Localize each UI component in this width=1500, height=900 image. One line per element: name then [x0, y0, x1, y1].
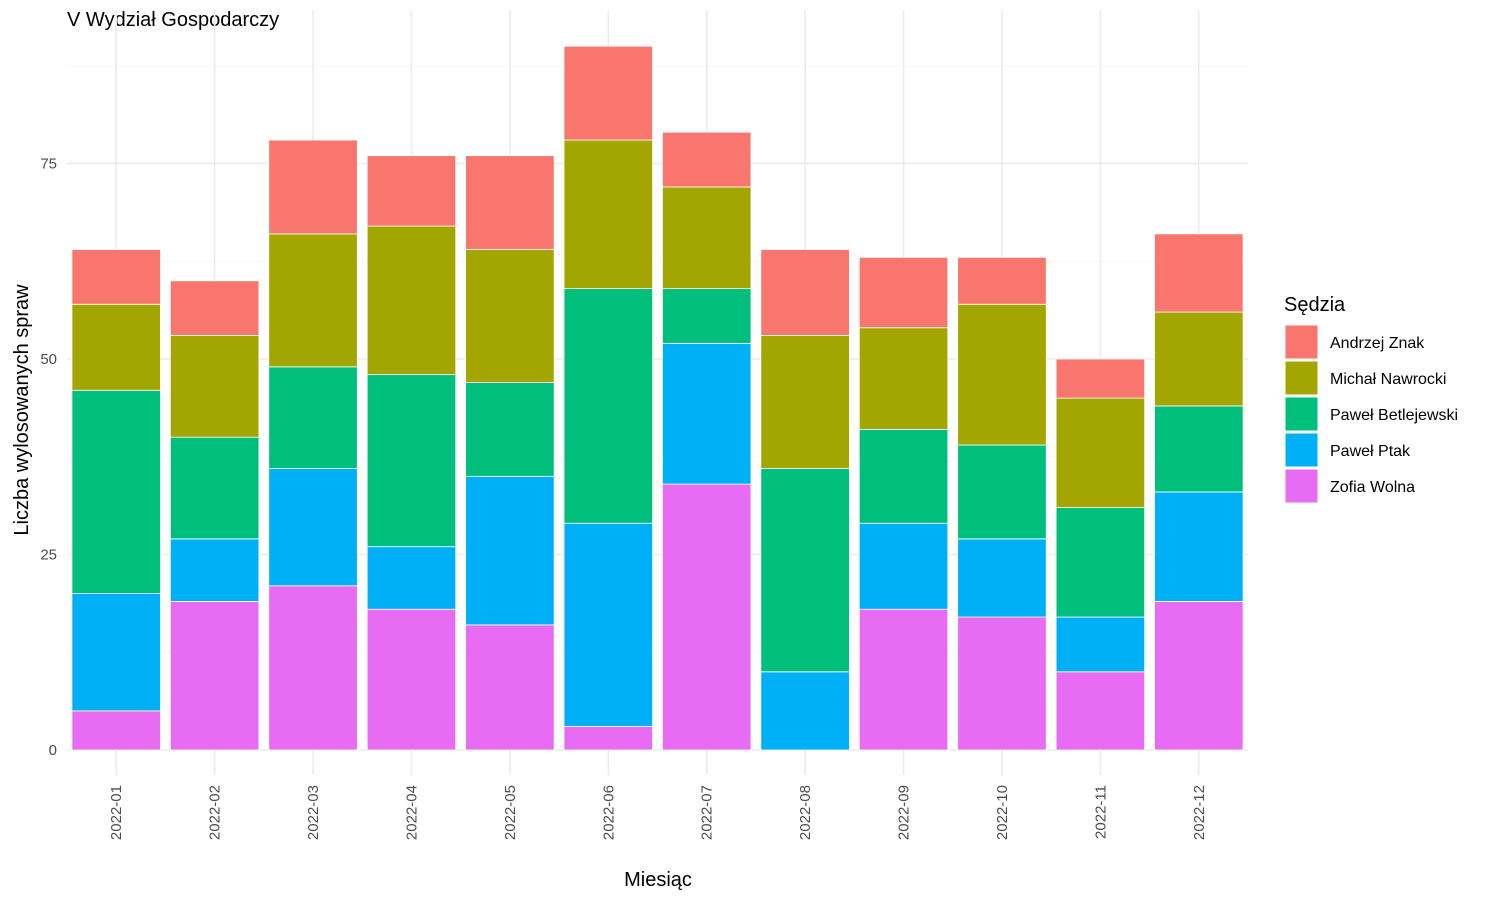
- bar-2022-10-zofia-wolna: [957, 616, 1047, 751]
- x-tick-label-2022-11: 2022-11: [1092, 785, 1109, 839]
- legend-key-paweł-betlejewski: [1284, 396, 1319, 432]
- legend-key-paweł-ptak: [1284, 432, 1319, 468]
- bar-2022-06-paweł-ptak: [563, 522, 653, 727]
- x-tick-label-2022-09: 2022-09: [896, 785, 913, 840]
- bar-2022-09-michał-nawrocki: [858, 327, 949, 430]
- x-tick-label-2022-07: 2022-07: [699, 785, 716, 840]
- bar-2022-04-andrzej-znak: [366, 155, 457, 227]
- bar-2022-09-andrzej-znak: [858, 256, 949, 329]
- chart-title: V Wydział Gospodarczy: [67, 9, 279, 31]
- bar-2022-06-paweł-betlejewski: [563, 288, 653, 524]
- bar-2022-02-andrzej-znak: [169, 280, 260, 336]
- y-tick-label-25: 25: [40, 547, 57, 564]
- bar-2022-07-andrzej-znak: [662, 131, 752, 188]
- bar-2022-04-zofia-wolna: [366, 608, 457, 751]
- bar-2022-02-michał-nawrocki: [169, 335, 260, 438]
- bar-2022-05-zofia-wolna: [465, 624, 555, 751]
- bar-2022-05-andrzej-znak: [465, 155, 555, 250]
- legend-label-paweł-ptak: Paweł Ptak: [1330, 443, 1411, 460]
- bar-2022-11-andrzej-znak: [1055, 358, 1146, 399]
- bar-2022-05-paweł-betlejewski: [465, 382, 555, 477]
- y-axis-ticks: 0 25 50 75: [40, 156, 57, 760]
- bar-2022-06-zofia-wolna: [563, 726, 653, 751]
- bar-2022-06-andrzej-znak: [563, 45, 653, 141]
- bar-2022-05-paweł-ptak: [465, 475, 555, 626]
- bar-2022-12-michał-nawrocki: [1154, 311, 1244, 407]
- y-axis-title: Liczba wylosowanych spraw: [11, 284, 33, 536]
- x-tick-label-2022-02: 2022-02: [207, 785, 224, 840]
- bar-2022-04-paweł-ptak: [366, 546, 457, 610]
- bar-2022-09-zofia-wolna: [858, 608, 949, 751]
- y-tick-label-50: 50: [40, 351, 57, 368]
- legend-label-andrzej-znak: Andrzej Znak: [1330, 335, 1425, 352]
- bar-2022-01-michał-nawrocki: [71, 303, 161, 391]
- x-tick-label-2022-06: 2022-06: [600, 785, 617, 840]
- bar-2022-12-zofia-wolna: [1154, 601, 1244, 751]
- y-tick-label-75: 75: [40, 156, 57, 173]
- bar-2022-08-andrzej-znak: [760, 249, 850, 336]
- bar-2022-02-paweł-ptak: [169, 538, 260, 602]
- legend-label-michał-nawrocki: Michał Nawrocki: [1330, 371, 1446, 388]
- x-tick-label-2022-12: 2022-12: [1191, 785, 1208, 840]
- bar-2022-07-zofia-wolna: [662, 483, 752, 751]
- bar-2022-10-michał-nawrocki: [957, 303, 1047, 446]
- x-tick-label-2022-01: 2022-01: [108, 785, 125, 840]
- bar-2022-03-andrzej-znak: [268, 139, 358, 235]
- bar-2022-01-zofia-wolna: [71, 710, 161, 751]
- x-tick-label-2022-10: 2022-10: [994, 785, 1011, 840]
- bar-2022-03-michał-nawrocki: [268, 233, 358, 368]
- bar-2022-05-michał-nawrocki: [465, 249, 555, 383]
- bar-2022-06-michał-nawrocki: [563, 139, 653, 290]
- bar-2022-09-paweł-betlejewski: [858, 428, 949, 524]
- x-axis-title: Miesiąc: [624, 869, 692, 891]
- legend-key-zofia-wolna: [1284, 468, 1319, 504]
- bar-2022-03-zofia-wolna: [268, 585, 358, 751]
- legend-key-andrzej-znak: [1284, 324, 1319, 360]
- bar-2022-12-paweł-betlejewski: [1154, 405, 1244, 493]
- legend: Sędzia Andrzej Znak Michał Nawrocki Paweł …: [1284, 294, 1458, 504]
- bar-2022-02-zofia-wolna: [169, 601, 260, 751]
- y-tick-label-0: 0: [49, 742, 57, 759]
- x-tick-label-2022-08: 2022-08: [797, 785, 814, 840]
- legend-label-paweł-betlejewski: Paweł Betlejewski: [1330, 407, 1458, 424]
- x-tick-label-2022-03: 2022-03: [305, 785, 322, 840]
- bar-2022-08-michał-nawrocki: [760, 335, 850, 469]
- bar-2022-07-michał-nawrocki: [662, 186, 752, 290]
- bar-2022-01-paweł-betlejewski: [71, 389, 161, 595]
- bar-2022-07-paweł-betlejewski: [662, 288, 752, 344]
- bar-2022-11-michał-nawrocki: [1055, 397, 1146, 508]
- bar-2022-01-paweł-ptak: [71, 593, 161, 712]
- bar-2022-03-paweł-ptak: [268, 468, 358, 587]
- bar-2022-10-andrzej-znak: [957, 256, 1047, 305]
- bar-2022-11-paweł-betlejewski: [1055, 507, 1146, 618]
- bar-2022-08-paweł-ptak: [760, 671, 850, 751]
- x-axis-ticks: 2022-01 2022-02 2022-03 2022-04 2022-05 2022-…: [108, 785, 1208, 840]
- bar-stacks: [71, 45, 1244, 751]
- bar-2022-12-andrzej-znak: [1154, 233, 1244, 313]
- bar-2022-10-paweł-betlejewski: [957, 444, 1047, 540]
- bar-2022-08-paweł-betlejewski: [760, 468, 850, 673]
- bar-2022-04-michał-nawrocki: [366, 225, 457, 376]
- bar-2022-09-paweł-ptak: [858, 522, 949, 610]
- bar-2022-11-paweł-ptak: [1055, 616, 1146, 673]
- bar-2022-11-zofia-wolna: [1055, 671, 1146, 751]
- legend-label-zofia-wolna: Zofia Wolna: [1330, 479, 1415, 496]
- legend-key-michał-nawrocki: [1284, 360, 1319, 396]
- bar-2022-12-paweł-ptak: [1154, 491, 1244, 602]
- bar-2022-01-andrzej-znak: [71, 249, 161, 305]
- legend-title: Sędzia: [1284, 294, 1346, 316]
- bar-2022-02-paweł-betlejewski: [169, 436, 260, 540]
- bar-2022-03-paweł-betlejewski: [268, 366, 358, 469]
- bar-2022-07-paweł-ptak: [662, 342, 752, 485]
- x-tick-label-2022-05: 2022-05: [502, 785, 519, 840]
- x-tick-label-2022-04: 2022-04: [403, 785, 420, 840]
- bar-2022-10-paweł-ptak: [957, 538, 1047, 618]
- bar-2022-04-paweł-betlejewski: [366, 374, 457, 548]
